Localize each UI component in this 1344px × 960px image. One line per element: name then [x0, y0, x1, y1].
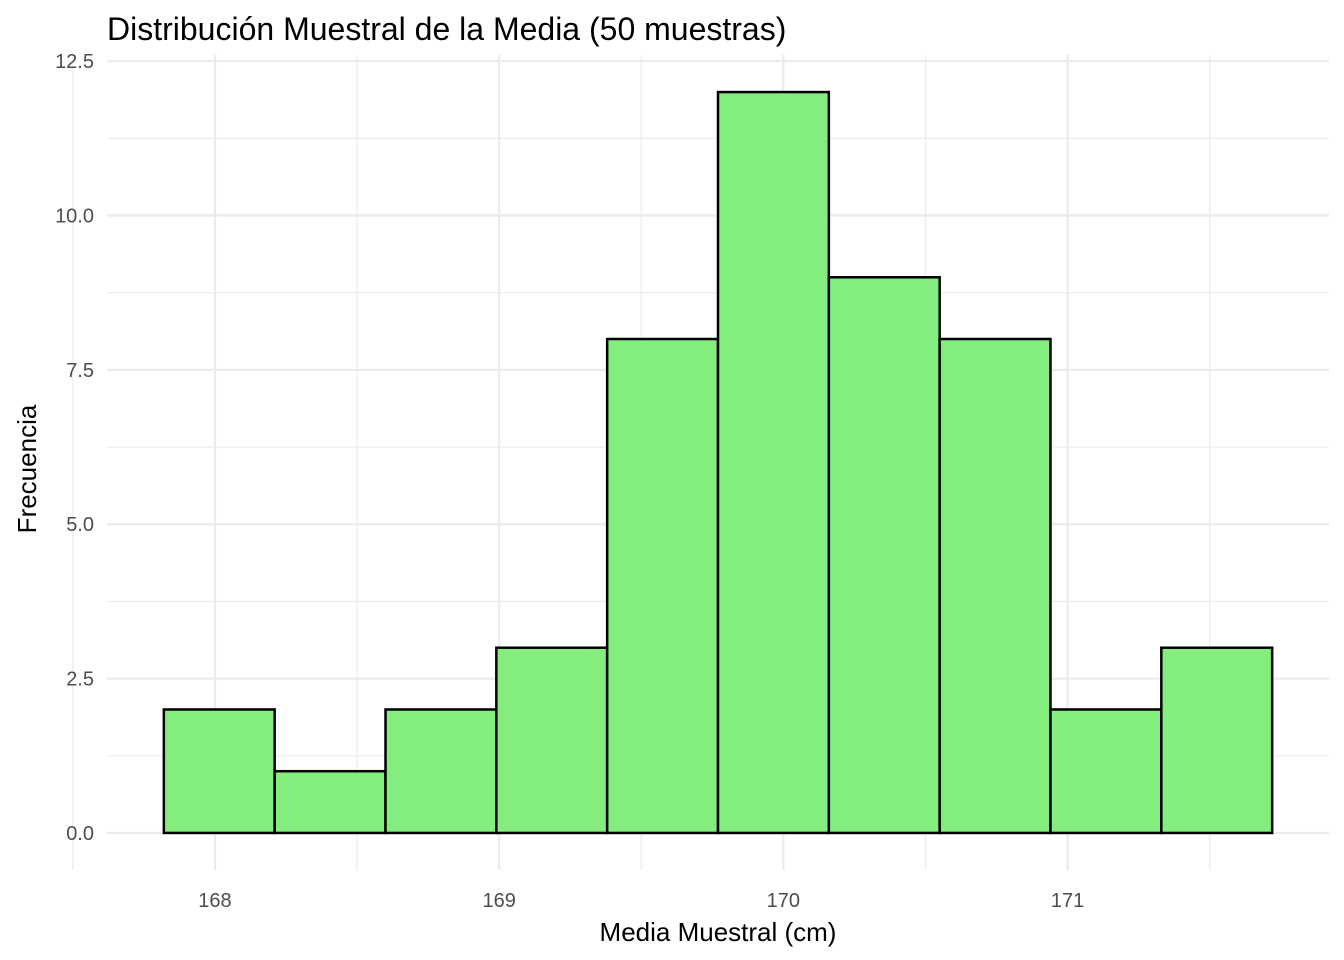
histogram-bar — [495, 646, 609, 835]
histogram-bar — [1160, 646, 1274, 835]
histogram-bar — [384, 708, 498, 835]
x-axis-title: Media Muestral (cm) — [600, 917, 837, 947]
chart-title: Distribución Muestral de la Media (50 mu… — [107, 11, 786, 47]
histogram-bar — [827, 276, 941, 835]
y-axis-title: Frecuencia — [12, 404, 42, 533]
y-tick-label: 7.5 — [66, 360, 94, 382]
x-tick-label: 170 — [767, 890, 800, 912]
histogram-bar — [605, 337, 720, 835]
y-tick-label: 10.0 — [55, 206, 94, 228]
histogram-bar — [273, 769, 387, 835]
y-tick-labels: 0.0 2.5 5.0 7.5 10.0 12.5 — [55, 51, 94, 845]
x-tick-labels: 168 169 170 171 — [198, 890, 1084, 912]
y-tick-label: 5.0 — [66, 514, 94, 536]
histogram-bar — [716, 90, 831, 835]
histogram-bar — [938, 337, 1052, 835]
histogram-bars — [162, 90, 1274, 835]
y-tick-label: 0.0 — [66, 823, 94, 845]
y-tick-label: 2.5 — [66, 669, 94, 691]
y-tick-label: 12.5 — [55, 51, 94, 73]
x-tick-label: 168 — [198, 890, 231, 912]
x-tick-label: 169 — [482, 890, 515, 912]
x-tick-label: 171 — [1051, 890, 1084, 912]
histogram-bar — [162, 708, 276, 835]
histogram-bar — [1049, 708, 1163, 835]
